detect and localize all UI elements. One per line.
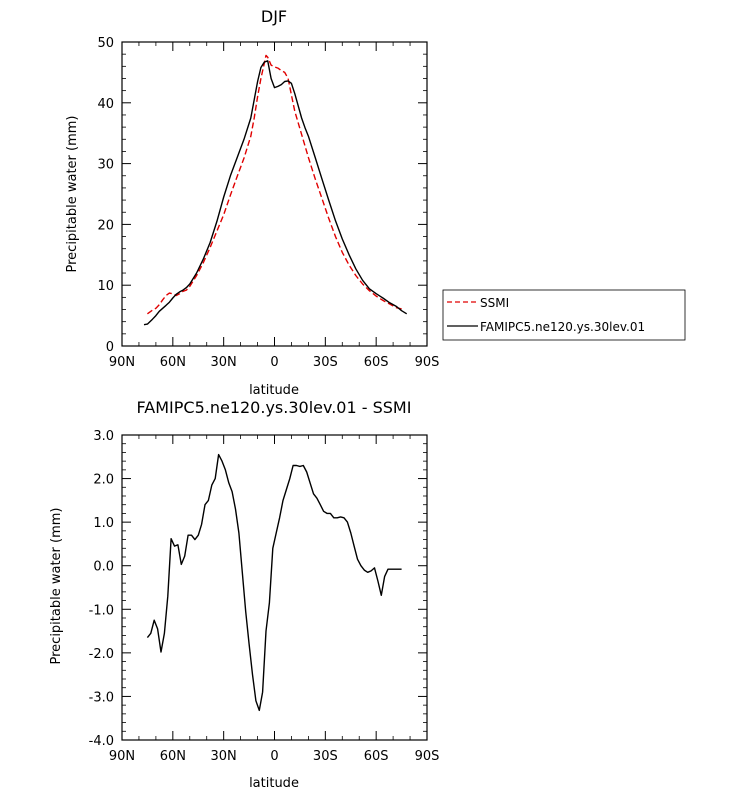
bottom-series-line-0 [146, 453, 402, 712]
top-ticks: 90N 60N 30N 0 30S 60S 90S 0 10 20 30 40 50 [97, 36, 439, 370]
top-x-tick-label: 0 [270, 355, 278, 370]
bottom-y-tick-label: 3.0 [93, 429, 114, 444]
bottom-ticks: 90N 60N 30N 0 30S 60S 90S -4.0 -3.0 -2.0 -1.0 0.0 1.… [89, 429, 440, 764]
bottom-y-tick-label: -1.0 [89, 603, 114, 618]
top-x-tick-label: 30N [211, 355, 237, 370]
bottom-x-tick-label: 30S [313, 749, 338, 764]
legend-box [442, 289, 686, 341]
top-x-tick-label: 90S [415, 355, 440, 370]
top-ylabel: Precipitable water (mm) [65, 116, 80, 273]
bottom-ylabel: Precipitable water (mm) [49, 508, 64, 665]
bottom-y-tick-label: -3.0 [89, 690, 114, 705]
bottom-y-tick-label: -4.0 [89, 734, 114, 749]
bottom-x-tick-label: 30N [211, 749, 237, 764]
top-plot-frame [121, 41, 428, 347]
bottom-panel: FAMIPC5.ne120.ys.30lev.01 - SSMI 90N 60N 3… [49, 398, 439, 791]
top-xlabel: latitude [249, 383, 299, 398]
top-y-tick-label: 0 [106, 340, 114, 355]
legend: SSMI FAMIPC5.ne120.ys.30lev.01 [442, 289, 686, 341]
top-y-tick-label: 10 [97, 279, 114, 294]
top-x-tick-label: 60N [160, 355, 186, 370]
top-series-line-0 [146, 54, 402, 315]
top-y-tick-label: 40 [97, 97, 114, 112]
bottom-x-tick-label: 60S [364, 749, 389, 764]
top-y-tick-label: 50 [97, 36, 114, 51]
top-panel: DJF 90N 60N 30N 0 30S 60S 90S 0 10 20 30 40 50 latit… [65, 7, 439, 398]
top-title: DJF [261, 7, 287, 26]
bottom-x-tick-label: 90N [109, 749, 135, 764]
bottom-series [146, 453, 402, 712]
legend-label-model: FAMIPC5.ne120.ys.30lev.01 [480, 320, 645, 334]
top-series-line-1 [143, 60, 408, 326]
bottom-x-tick-label: 90S [415, 749, 440, 764]
bottom-title: FAMIPC5.ne120.ys.30lev.01 - SSMI [137, 398, 412, 417]
top-x-tick-label: 30S [313, 355, 338, 370]
legend-label-ssmi: SSMI [480, 296, 509, 310]
bottom-y-tick-label: 2.0 [93, 473, 114, 488]
bottom-x-tick-label: 60N [160, 749, 186, 764]
bottom-xlabel: latitude [249, 776, 299, 791]
bottom-y-tick-label: 0.0 [93, 560, 114, 575]
top-series [143, 54, 408, 326]
top-x-tick-label: 60S [364, 355, 389, 370]
top-x-tick-label: 90N [109, 355, 135, 370]
bottom-y-tick-label: -2.0 [89, 647, 114, 662]
bottom-y-tick-label: 1.0 [93, 516, 114, 531]
bottom-plot-frame [121, 434, 428, 741]
bottom-x-tick-label: 0 [270, 749, 278, 764]
top-y-tick-label: 30 [97, 158, 114, 173]
top-y-tick-label: 20 [97, 218, 114, 233]
